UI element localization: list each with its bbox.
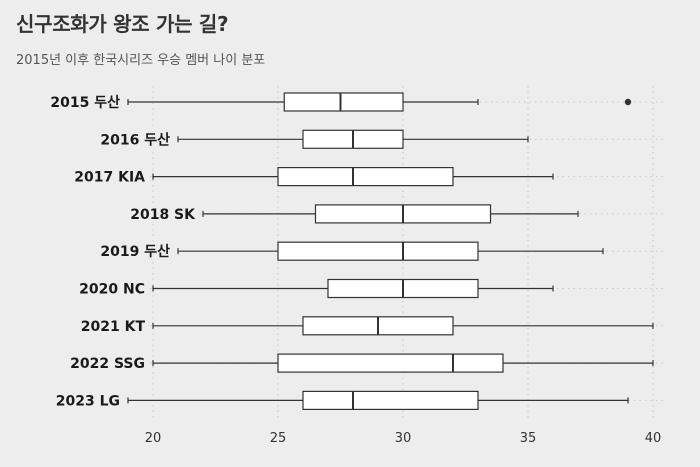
x-tick-label: 20 [145,431,162,446]
iqr-box [302,390,479,410]
box-7 [152,353,654,373]
category-label: 2017 KIA [74,170,145,186]
box-0 [127,92,632,112]
category-label-bg [76,315,149,336]
category-label-bg [70,166,149,187]
category-label-bg [66,353,149,374]
iqr-box [277,241,479,261]
x-tick-label: 30 [395,431,412,446]
x-tick-label: 40 [645,431,662,446]
x-axis-ticks: 20 25 30 35 40 [145,431,662,446]
category-label-bg [96,129,174,150]
category-label: 2018 SK [130,207,196,223]
box-6 [152,316,654,336]
category-label-bg [51,390,124,411]
x-tick-label: 35 [520,431,537,446]
box-5 [152,278,554,299]
box-4 [177,241,604,261]
category-label-bg [96,241,174,262]
category-label: 2022 SSG [70,356,145,372]
iqr-box [277,167,454,187]
iqr-box [277,353,504,373]
box-1 [177,129,529,149]
box-series [127,92,654,410]
category-label: 2023 LG [56,393,120,409]
chart-title: 신구조화가 왕조 가는 길? [16,12,229,36]
category-label: 2019 두산 [100,243,170,260]
category-label-bg [75,278,149,299]
category-label: 2016 두산 [100,131,170,148]
box-3 [202,204,579,224]
category-label: 2021 KT [81,319,146,335]
category-label-bg [126,203,199,224]
category-label: 2015 두산 [50,94,120,111]
iqr-box [283,92,404,112]
category-label: 2020 NC [79,282,145,298]
box-2 [152,167,554,187]
box-8 [127,390,629,410]
x-tick-label: 25 [270,431,287,446]
outlier-point [624,98,632,106]
category-label-bg [46,92,124,112]
chart-subtitle: 2015년 이후 한국시리즈 우승 멤버 나이 분포 [16,53,266,68]
category-labels: 2015 두산 2016 두산 2017 KIA 2018 SK 2019 두산 2020… [46,92,199,411]
